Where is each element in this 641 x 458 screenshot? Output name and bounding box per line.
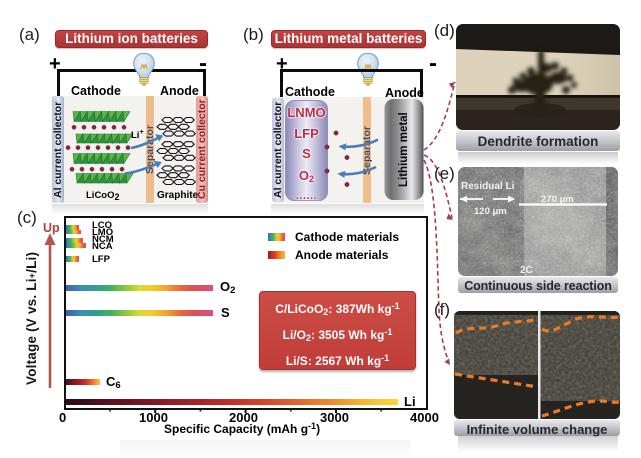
svg-text:Residual Li: Residual Li: [461, 181, 515, 192]
svg-text:120 μm: 120 μm: [474, 206, 507, 217]
svg-text:2C: 2C: [520, 265, 533, 276]
svg-text:270 μm: 270 μm: [541, 194, 574, 205]
